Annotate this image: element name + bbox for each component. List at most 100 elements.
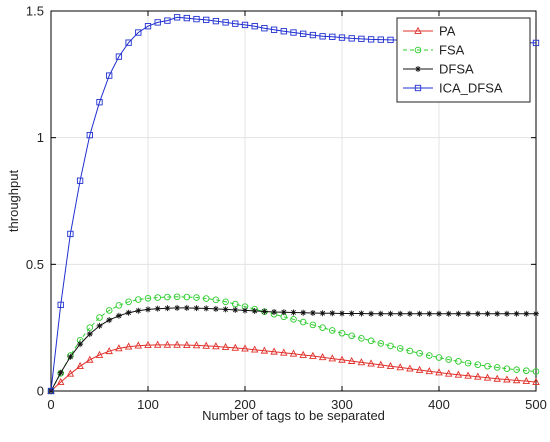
data-point <box>503 365 511 373</box>
data-point <box>154 305 161 312</box>
data-point <box>261 308 268 315</box>
data-point <box>222 306 229 313</box>
x-axis-label: Number of tags to be separated <box>202 408 385 423</box>
series-dfsa <box>48 304 539 394</box>
legend-item: DFSA <box>403 62 474 77</box>
data-point <box>289 349 298 357</box>
data-point <box>125 309 132 316</box>
data-point <box>415 365 424 373</box>
data-point <box>231 343 240 351</box>
data-point <box>300 309 307 316</box>
data-point <box>115 53 123 60</box>
data-point <box>396 363 404 371</box>
data-point <box>290 309 297 316</box>
data-point <box>280 348 288 356</box>
data-point <box>164 17 171 24</box>
data-point <box>396 345 404 352</box>
data-point <box>67 353 74 360</box>
data-point <box>436 310 442 317</box>
data-point <box>522 376 531 384</box>
data-point <box>513 310 520 317</box>
y-axis-label: throughput <box>6 170 21 233</box>
data-point <box>144 23 152 30</box>
data-point <box>222 19 229 26</box>
data-point <box>212 296 220 304</box>
data-point <box>154 19 161 26</box>
data-point <box>135 29 142 36</box>
data-point <box>280 28 287 35</box>
data-point <box>338 34 346 41</box>
axis-ticks <box>50 10 537 392</box>
y-tick-label: 0 <box>37 384 44 399</box>
data-point <box>484 362 491 370</box>
data-point <box>387 310 394 317</box>
data-point <box>309 309 316 316</box>
data-point <box>309 31 317 39</box>
data-point <box>183 340 191 348</box>
data-point <box>300 30 307 37</box>
legend-item: FSA <box>403 43 465 58</box>
data-point <box>338 329 346 337</box>
data-point <box>95 350 104 358</box>
y-tick-labels: 0 0.5 1 1.5 <box>26 4 44 399</box>
data-point <box>280 309 287 316</box>
data-point <box>445 310 452 317</box>
data-point <box>270 347 278 355</box>
data-point <box>319 324 326 331</box>
data-point <box>56 377 65 385</box>
data-point <box>503 375 511 383</box>
series-fsa <box>47 293 540 395</box>
data-point <box>241 344 249 352</box>
y-tick-label: 0.5 <box>26 257 44 272</box>
data-point <box>533 310 539 317</box>
data-point <box>387 36 394 44</box>
data-point <box>348 310 355 317</box>
data-point <box>86 355 94 363</box>
data-point <box>319 310 326 317</box>
data-point <box>328 327 336 334</box>
data-point <box>329 310 336 317</box>
data-point <box>455 310 462 317</box>
data-point <box>164 305 171 312</box>
data-point <box>493 374 501 382</box>
data-point <box>406 310 413 317</box>
data-point <box>319 33 326 40</box>
data-point <box>96 322 103 329</box>
data-point <box>173 340 181 348</box>
data-point <box>96 99 103 106</box>
data-point <box>290 316 297 323</box>
data-point <box>212 305 219 312</box>
data-point <box>260 346 269 354</box>
data-point <box>503 310 510 317</box>
data-point <box>455 358 462 365</box>
data-point <box>465 310 472 317</box>
data-point <box>86 131 93 139</box>
data-point <box>124 342 133 350</box>
data-point <box>135 307 142 314</box>
data-point <box>532 39 540 47</box>
data-point <box>232 306 239 313</box>
data-point <box>494 310 501 317</box>
data-point <box>454 370 463 378</box>
data-point <box>416 349 423 357</box>
data-point <box>377 340 385 347</box>
series-pa <box>47 340 540 394</box>
data-point <box>203 305 210 312</box>
data-point <box>144 340 152 348</box>
data-point <box>513 366 520 374</box>
legend-item: ICA_DFSA <box>403 81 503 96</box>
data-point <box>203 16 210 24</box>
legend-label: FSA <box>439 43 465 58</box>
data-point <box>358 35 365 43</box>
data-point <box>386 361 395 370</box>
data-point <box>222 298 229 306</box>
data-point <box>134 341 143 349</box>
data-point <box>153 340 162 348</box>
data-point <box>523 310 530 317</box>
data-point <box>77 341 84 348</box>
x-tick-label: 100 <box>137 397 159 412</box>
data-point <box>183 14 190 22</box>
data-point <box>173 14 181 21</box>
data-point <box>192 341 201 349</box>
data-point <box>67 230 74 238</box>
